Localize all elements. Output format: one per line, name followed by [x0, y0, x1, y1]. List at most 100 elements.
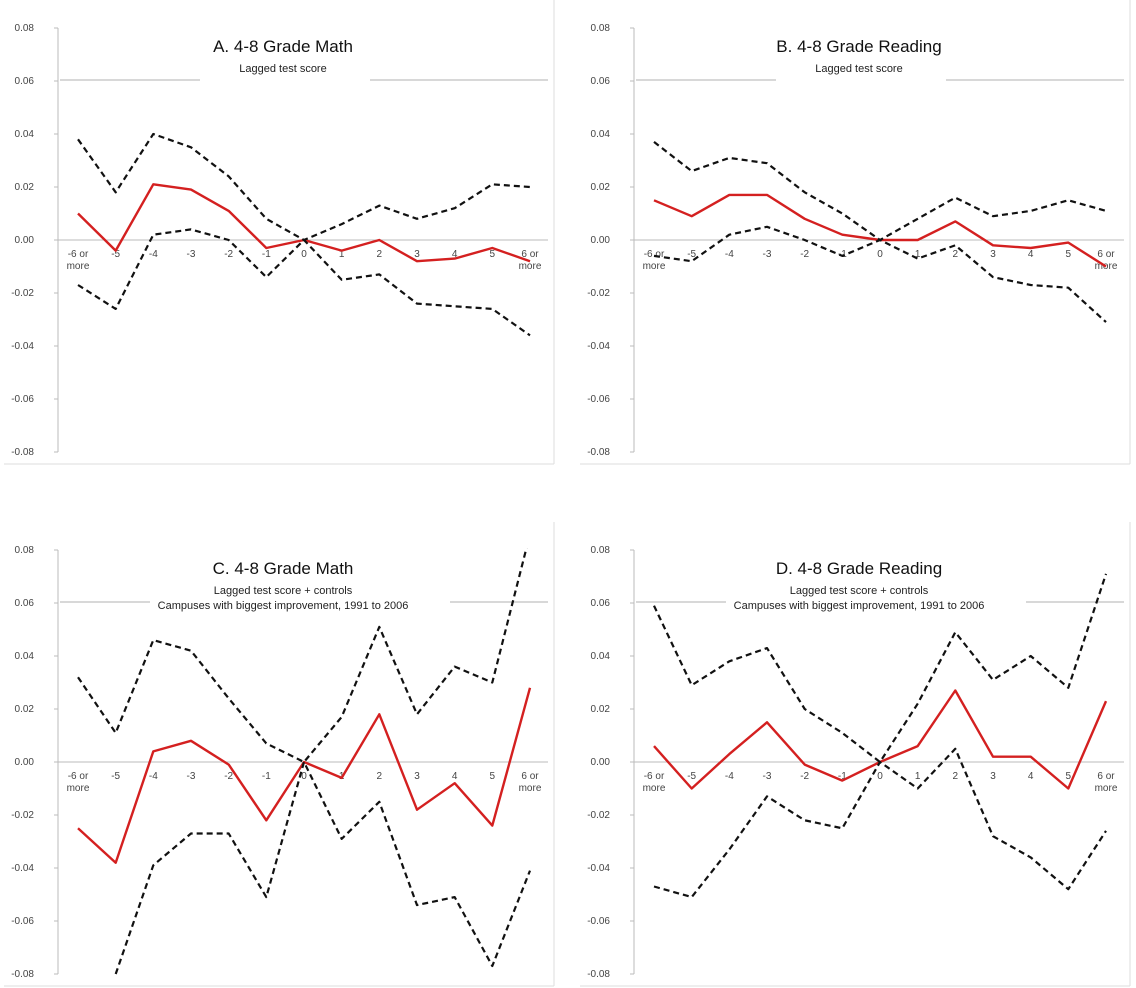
y-tick-label: -0.08 — [587, 969, 610, 980]
y-tick-label: 0.08 — [15, 545, 35, 556]
x-tick-label-line: -6 or — [644, 249, 665, 260]
y-tick-label: -0.04 — [587, 341, 610, 352]
x-tick-label: -6 or more — [67, 771, 90, 794]
x-tick-label: 3 — [990, 249, 996, 260]
title-background — [200, 30, 370, 84]
y-tick-label: 0.04 — [15, 129, 35, 140]
confidence-bound-line — [77, 228, 531, 337]
chart-svg: -0.08 -0.06 -0.04 -0.02 0.00 0.02 0.04 0.06 0.08… — [580, 522, 1131, 987]
x-tick-label-line: more — [643, 261, 666, 272]
x-tick-label: 2 — [953, 249, 959, 260]
x-tick-label: -4 — [149, 249, 158, 260]
y-tick-label: 0.02 — [591, 182, 611, 193]
x-tick-label: 3 — [414, 771, 420, 782]
x-tick-label-line: more — [67, 261, 90, 272]
y-tick-label: 0.06 — [591, 598, 611, 609]
chart-title: A. 4-8 Grade Math — [213, 37, 353, 56]
x-tick-label: 3 — [990, 771, 996, 782]
x-tick-label: 1 — [915, 249, 921, 260]
x-tick-label: 0 — [877, 249, 883, 260]
x-tick-label: -5 — [111, 249, 120, 260]
x-tick-label-line: more — [1095, 261, 1118, 272]
y-tick-label: -0.02 — [587, 288, 610, 299]
x-tick-label-line: more — [519, 783, 542, 794]
y-tick-label: -0.06 — [11, 394, 34, 405]
x-tick-label: -5 — [687, 771, 696, 782]
series-group — [77, 132, 531, 337]
confidence-bound-line — [653, 225, 1107, 323]
x-tick-label: -3 — [763, 249, 772, 260]
x-tick-label: 1 — [915, 771, 921, 782]
y-tick-label: 0.08 — [15, 23, 35, 34]
x-tick-label-line: more — [1095, 783, 1118, 794]
y-tick-label: 0.08 — [591, 23, 611, 34]
y-tick-label: -0.08 — [11, 447, 34, 458]
x-tick-label: -6 or more — [67, 249, 90, 272]
x-tick-label-line: 6 or — [521, 249, 539, 260]
y-tick-label: -0.06 — [587, 916, 610, 927]
chart-panel-b: -0.08 -0.06 -0.04 -0.02 0.00 0.02 0.04 0.06 0.08… — [576, 0, 1136, 466]
x-tick-label: -3 — [187, 771, 196, 782]
chart-title: B. 4-8 Grade Reading — [776, 37, 941, 56]
confidence-bound-line — [77, 548, 528, 764]
x-tick-label: 6 or more — [1095, 249, 1118, 272]
x-tick-label: -2 — [224, 771, 233, 782]
x-tick-label: 5 — [1066, 771, 1072, 782]
x-tick-label: -1 — [262, 249, 271, 260]
y-tick-label: 0.00 — [591, 757, 611, 768]
confidence-bound-line — [114, 760, 532, 975]
x-tick-label: 4 — [452, 249, 458, 260]
x-tick-label: 0 — [877, 771, 883, 782]
chart-svg: -0.08 -0.06 -0.04 -0.02 0.00 0.02 0.04 0.06 0.08… — [4, 0, 555, 465]
x-tick-label: -2 — [800, 771, 809, 782]
y-tick-label: 0.02 — [15, 704, 35, 715]
x-tick-label: -3 — [763, 771, 772, 782]
x-tick-label-line: more — [519, 261, 542, 272]
x-tick-label: 4 — [452, 771, 458, 782]
x-tick-label: 1 — [339, 249, 345, 260]
x-tick-label: 6 or more — [519, 249, 542, 272]
x-tick-label: -6 or more — [643, 249, 666, 272]
confidence-bound-line — [653, 747, 1107, 899]
y-tick-label: 0.06 — [591, 76, 611, 87]
y-tick-label: -0.08 — [11, 969, 34, 980]
x-tick-label: 3 — [414, 249, 420, 260]
chart-subtitle: Campuses with biggest improvement, 1991 … — [734, 600, 985, 612]
y-tick-label: -0.04 — [11, 863, 34, 874]
x-tick-label: -4 — [149, 771, 158, 782]
title-background — [776, 30, 946, 84]
x-tick-label: -4 — [725, 249, 734, 260]
x-tick-label: 6 or more — [519, 771, 542, 794]
y-tick-label: -0.08 — [587, 447, 610, 458]
x-tick-label-line: 6 or — [1097, 249, 1115, 260]
y-tick-label: -0.06 — [11, 916, 34, 927]
x-tick-label: 4 — [1028, 771, 1034, 782]
subtitle-background — [150, 584, 450, 621]
y-tick-label: 0.00 — [15, 757, 35, 768]
confidence-bound-line — [653, 573, 1108, 764]
chart-subtitle: Lagged test score + controls — [214, 585, 353, 597]
x-tick-label: 0 — [301, 249, 307, 260]
subtitle-background — [726, 584, 1026, 621]
series-group — [77, 548, 532, 975]
chart-subtitle: Lagged test score — [815, 63, 902, 75]
x-tick-label: -3 — [187, 249, 196, 260]
chart-subtitle: Lagged test score — [239, 63, 326, 75]
y-tick-label: -0.02 — [11, 288, 34, 299]
x-tick-label: -4 — [725, 771, 734, 782]
x-tick-label-line: -6 or — [68, 771, 89, 782]
y-tick-label: 0.00 — [591, 235, 611, 246]
y-tick-label: 0.06 — [15, 598, 35, 609]
y-tick-label: 0.04 — [591, 129, 611, 140]
y-tick-label: 0.08 — [591, 545, 611, 556]
chart-panel-d: -0.08 -0.06 -0.04 -0.02 0.00 0.02 0.04 0.06 0.08… — [576, 522, 1136, 988]
x-tick-label: 4 — [1028, 249, 1034, 260]
x-tick-label-line: -6 or — [644, 771, 665, 782]
y-tick-label: 0.00 — [15, 235, 35, 246]
y-tick-label: -0.04 — [587, 863, 610, 874]
x-tick-label: 0 — [301, 771, 307, 782]
series-group — [653, 141, 1107, 323]
x-tick-label: -1 — [838, 771, 847, 782]
x-tick-label-line: 6 or — [521, 771, 539, 782]
x-tick-label: 6 or more — [1095, 771, 1118, 794]
